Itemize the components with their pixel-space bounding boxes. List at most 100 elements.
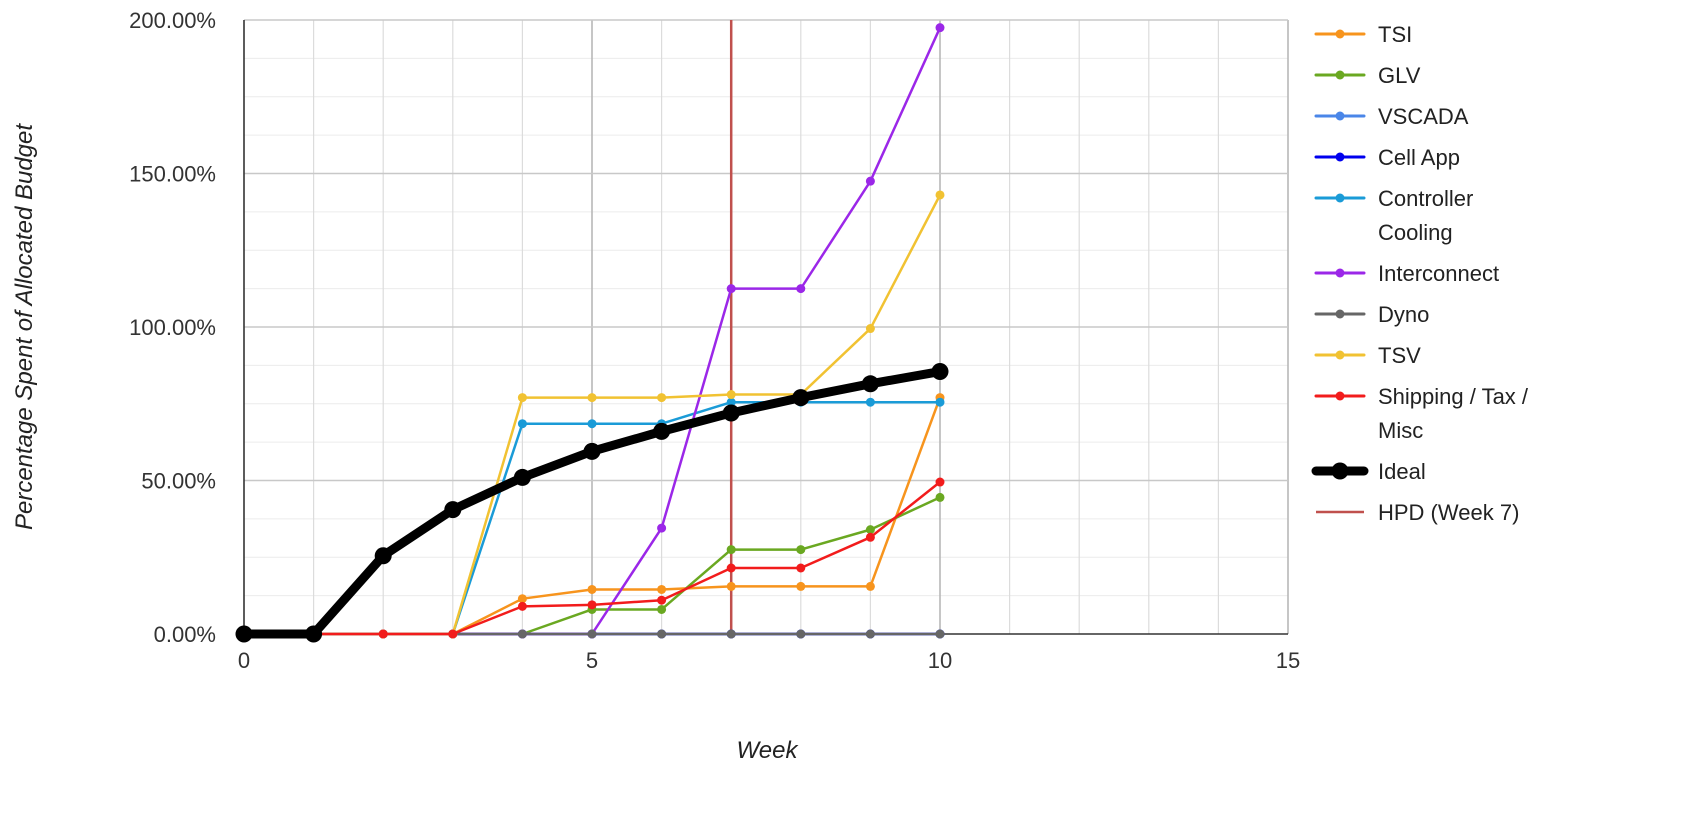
data-point xyxy=(865,176,875,186)
legend-label: Dyno xyxy=(1378,302,1429,327)
data-point xyxy=(726,581,736,591)
x-tick-label: 15 xyxy=(1276,648,1300,673)
data-point xyxy=(931,363,949,381)
data-point xyxy=(796,563,806,573)
data-point xyxy=(796,581,806,591)
legend-label: Shipping / Tax / Misc xyxy=(1378,384,1529,443)
legend-label: Controller Cooling xyxy=(1378,186,1473,245)
data-point xyxy=(726,390,736,400)
data-point xyxy=(935,190,945,200)
legend-label: VSCADA xyxy=(1378,104,1469,129)
y-tick-label: 150.00% xyxy=(129,162,216,187)
data-point xyxy=(726,629,736,639)
data-point xyxy=(378,629,388,639)
legend-label: Cell App xyxy=(1378,145,1460,170)
legend-marker xyxy=(1331,462,1349,480)
legend-label: TSI xyxy=(1378,22,1412,47)
data-point xyxy=(796,629,806,639)
x-axis-title: Week xyxy=(737,737,800,764)
data-point xyxy=(796,545,806,555)
data-point xyxy=(657,584,667,594)
legend-marker xyxy=(1335,29,1345,39)
data-point xyxy=(657,595,667,605)
data-point xyxy=(865,532,875,542)
data-point xyxy=(657,604,667,614)
data-point xyxy=(517,629,527,639)
legend-item: Dyno xyxy=(1314,302,1429,327)
legend-marker xyxy=(1335,350,1345,360)
data-point xyxy=(587,393,597,403)
legend: TSI GLV VSCADA Cell App Controller Cooling Int… xyxy=(1311,22,1529,525)
data-point xyxy=(305,625,323,643)
legend-item: Interconnect xyxy=(1314,261,1499,286)
y-tick-label: 200.00% xyxy=(129,8,216,33)
data-point xyxy=(517,393,527,403)
y-tick-label: 100.00% xyxy=(129,315,216,340)
data-point xyxy=(583,442,601,460)
data-point xyxy=(726,545,736,555)
legend-marker xyxy=(1335,391,1345,401)
data-point xyxy=(517,601,527,611)
data-point xyxy=(865,324,875,334)
series-layer xyxy=(235,23,949,643)
data-point xyxy=(865,629,875,639)
series-line xyxy=(312,496,942,636)
legend-item: TSI xyxy=(1314,22,1412,47)
data-point xyxy=(448,629,458,639)
series-glv xyxy=(309,492,945,639)
data-point xyxy=(935,629,945,639)
legend-item: HPD (Week 7) xyxy=(1316,500,1519,525)
data-point xyxy=(935,492,945,502)
axes: 0.00% 50.00% 100.00% 150.00% 200.00% 0 5 10 15 xyxy=(129,8,1300,673)
legend-label: Interconnect xyxy=(1378,261,1499,286)
data-point xyxy=(587,629,597,639)
series-ideal xyxy=(235,363,949,643)
data-point xyxy=(657,629,667,639)
data-point xyxy=(657,523,667,533)
data-point xyxy=(374,547,392,565)
series-shipping-tax-misc xyxy=(309,477,945,639)
legend-marker xyxy=(1335,111,1345,121)
data-point xyxy=(235,625,253,643)
data-point xyxy=(587,419,597,429)
legend-item: Controller Cooling xyxy=(1314,186,1473,245)
legend-marker xyxy=(1335,193,1345,203)
series-line xyxy=(312,193,942,636)
legend-label: TSV xyxy=(1378,343,1421,368)
x-tick-label: 10 xyxy=(928,648,952,673)
data-point xyxy=(865,581,875,591)
legend-item: Cell App xyxy=(1314,145,1460,170)
legend-label: HPD (Week 7) xyxy=(1378,500,1519,525)
legend-item: VSCADA xyxy=(1314,104,1469,129)
series-line xyxy=(312,396,942,636)
data-point xyxy=(935,23,945,33)
y-axis-title: Percentage Spent of Allocated Budget xyxy=(11,123,38,530)
legend-item: Ideal xyxy=(1311,459,1426,484)
data-point xyxy=(653,422,671,440)
x-tick-label: 5 xyxy=(586,648,598,673)
data-point xyxy=(587,584,597,594)
legend-marker xyxy=(1335,309,1345,319)
legend-item: Shipping / Tax / Misc xyxy=(1314,384,1529,443)
x-tick-label: 0 xyxy=(238,648,250,673)
data-point xyxy=(587,600,597,610)
data-point xyxy=(796,284,806,294)
data-point xyxy=(935,397,945,407)
series-tsv xyxy=(309,190,945,639)
data-point xyxy=(792,389,810,407)
data-point xyxy=(726,563,736,573)
data-point xyxy=(517,419,527,429)
data-point xyxy=(517,594,527,604)
y-tick-label: 0.00% xyxy=(154,622,216,647)
data-point xyxy=(865,525,875,535)
data-point xyxy=(444,501,462,519)
data-point xyxy=(513,468,531,486)
data-point xyxy=(722,404,740,422)
legend-marker xyxy=(1335,70,1345,80)
legend-marker xyxy=(1335,152,1345,162)
legend-label: Ideal xyxy=(1378,459,1426,484)
series-line xyxy=(312,480,942,636)
data-point xyxy=(865,397,875,407)
y-tick-label: 50.00% xyxy=(141,469,216,494)
